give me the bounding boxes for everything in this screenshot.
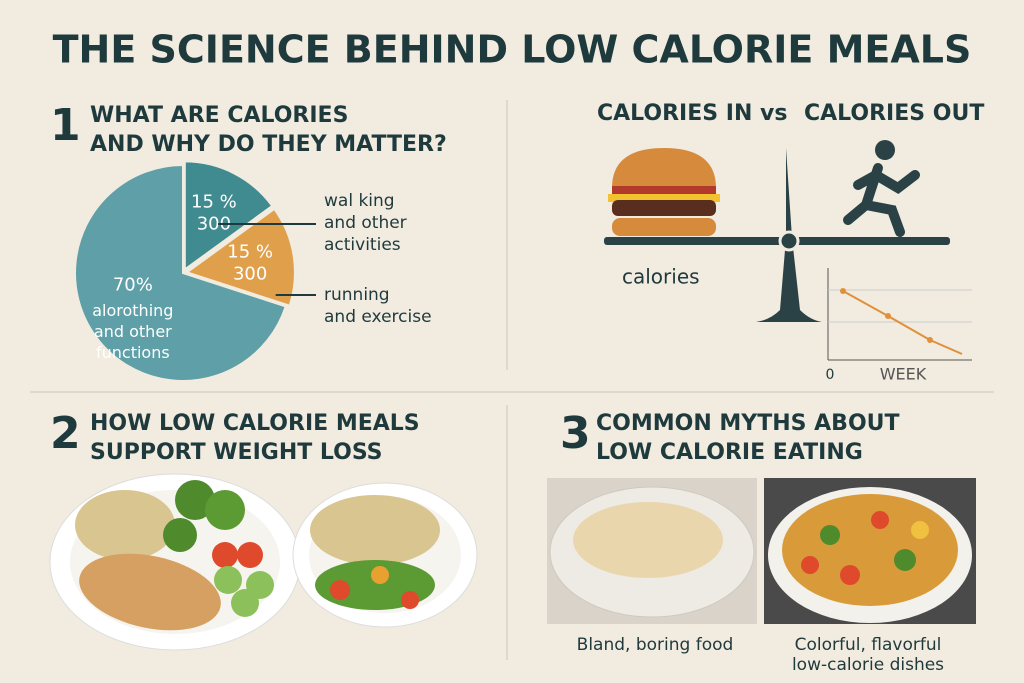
myth-image bbox=[547, 478, 757, 624]
slice-text: and other bbox=[94, 322, 172, 341]
value-label: 70% bbox=[113, 274, 153, 295]
section-number: 1 bbox=[50, 100, 81, 151]
meal-image bbox=[49, 473, 478, 651]
heading: WHAT ARE CALORIES bbox=[90, 103, 348, 128]
burger-icon bbox=[608, 148, 720, 236]
heading: LOW CALORIE EATING bbox=[596, 440, 863, 465]
pie-slice bbox=[74, 163, 287, 382]
heading: COMMON MYTHS ABOUT bbox=[596, 411, 900, 436]
caption: calories bbox=[622, 265, 700, 289]
amount-label: 300 bbox=[233, 263, 267, 284]
fact-image bbox=[764, 478, 976, 624]
caption: Colorful, flavorful bbox=[795, 635, 942, 655]
slice-text: activities bbox=[324, 235, 401, 255]
section-number: 3 bbox=[560, 408, 591, 459]
heading: AND WHY DO THEY MATTER? bbox=[90, 132, 447, 157]
amount-label: 300 bbox=[197, 213, 231, 234]
slice-text: functions bbox=[96, 343, 170, 362]
trend-chart bbox=[827, 268, 972, 361]
slice-text: and exercise bbox=[324, 307, 432, 327]
axis-label: 0 bbox=[826, 367, 835, 383]
heading: HOW LOW CALORIE MEALS bbox=[90, 411, 420, 436]
pie-slice bbox=[184, 207, 296, 308]
runner-icon bbox=[843, 140, 920, 237]
value-label: 15 % bbox=[191, 191, 237, 212]
label: CALORIES OUT bbox=[804, 101, 984, 126]
title: THE SCIENCE BEHIND LOW CALORIE MEALS bbox=[53, 28, 972, 72]
section-number: 2 bbox=[50, 408, 81, 459]
slice-text: running bbox=[324, 285, 390, 305]
pie-slice bbox=[183, 160, 274, 272]
value-label: 15 % bbox=[227, 241, 273, 262]
slice-text: and other bbox=[324, 213, 407, 233]
heading: SUPPORT WEIGHT LOSS bbox=[90, 440, 383, 465]
slice-text: wal king bbox=[324, 191, 395, 211]
slice-text: alorothing bbox=[92, 301, 173, 320]
caption: low-calorie dishes bbox=[792, 655, 944, 675]
label: CALORIES IN vs bbox=[597, 101, 787, 126]
scale-icon bbox=[604, 148, 950, 322]
axis-label: WEEK bbox=[880, 365, 927, 384]
caption: Bland, boring food bbox=[577, 635, 734, 655]
